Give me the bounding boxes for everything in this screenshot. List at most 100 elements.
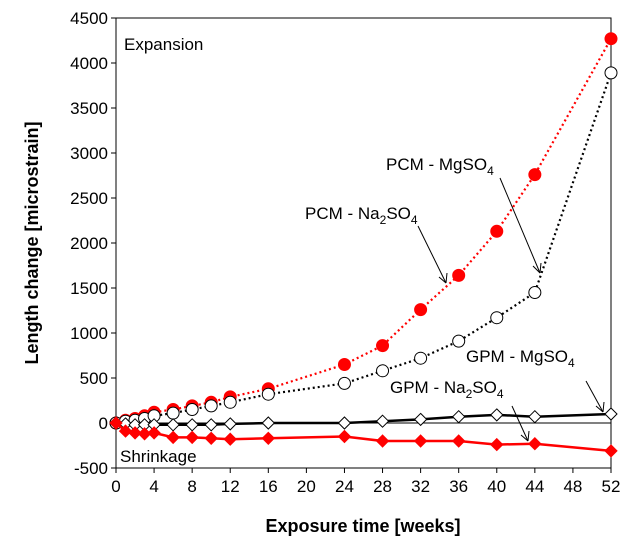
series-label-gpm-na2so4: GPM - Na2SO4	[390, 378, 504, 401]
data-point	[223, 395, 237, 409]
x-axis-ticks: 0 4 8 12 16 20 24 28 32 36 40 44 48 52	[111, 468, 620, 496]
data-point	[166, 406, 180, 420]
data-point	[490, 437, 504, 452]
y-tick-label: 1000	[70, 324, 108, 343]
y-tick-label: 4500	[70, 9, 108, 28]
arrowhead-pcm-mgso4	[532, 262, 542, 274]
data-point	[185, 418, 199, 432]
data-point	[204, 399, 218, 413]
arrow-pcm-na2so4	[417, 225, 447, 284]
data-point	[451, 434, 466, 448]
x-tick-label: 28	[373, 477, 392, 496]
data-point	[261, 416, 276, 430]
series-label-pcm-na2so4-sub1: 2	[380, 213, 387, 227]
data-point	[528, 436, 542, 451]
data-point	[452, 334, 466, 348]
x-tick-label: 8	[187, 477, 196, 496]
y-tick-label: -500	[74, 459, 108, 478]
data-point	[147, 426, 161, 440]
y-tick-label: 1500	[70, 279, 108, 298]
data-point	[223, 432, 237, 446]
series-0	[109, 32, 618, 430]
data-point	[414, 303, 428, 317]
data-point	[452, 268, 466, 282]
x-tick-label: 52	[602, 477, 621, 496]
x-tick-label: 4	[149, 477, 158, 496]
arrowhead-pcm-na2so4	[438, 272, 448, 284]
annotation-expansion: Expansion	[124, 35, 203, 54]
arrowhead-gpm-na2so4	[520, 430, 530, 442]
data-point	[490, 224, 504, 238]
data-point	[337, 429, 352, 444]
data-point	[528, 409, 542, 424]
y-tick-label: 3500	[70, 99, 108, 118]
data-point	[604, 32, 618, 46]
arrowhead-gpm-mgso4	[595, 401, 605, 413]
y-tick-label: 0	[99, 414, 108, 433]
series-label-gpm-na2so4-sub1: 2	[466, 387, 473, 401]
arrow-pcm-mgso4	[499, 177, 541, 274]
data-point	[109, 416, 123, 430]
series-label-gpm-mgso4-sub: 4	[568, 356, 575, 370]
arrow-gpm-na2so4	[511, 405, 529, 442]
series-label-pcm-na2so4-sub2: 4	[411, 213, 418, 227]
annotation-shrinkage: Shrinkage	[120, 447, 197, 466]
x-tick-label: 36	[449, 477, 468, 496]
series-label-gpm-mgso4: GPM - MgSO4	[466, 347, 575, 370]
data-point	[337, 416, 352, 430]
data-point	[490, 408, 504, 422]
data-point	[528, 168, 542, 182]
x-tick-label: 32	[411, 477, 430, 496]
data-point	[118, 424, 133, 438]
series-label-gpm-na2so4-sub2: 4	[497, 387, 504, 401]
series-3	[109, 416, 618, 458]
data-point	[604, 66, 618, 80]
data-point	[166, 430, 180, 445]
data-point	[528, 286, 542, 299]
annotation-arrows	[417, 177, 605, 442]
series-1	[109, 66, 618, 430]
data-point	[376, 364, 390, 378]
series-label-gpm-na2so4-prefix: GPM - Na	[390, 378, 466, 397]
y-tick-label: 4000	[70, 54, 108, 73]
x-tick-label: 0	[111, 477, 120, 496]
data-point	[604, 407, 618, 421]
data-point	[375, 434, 390, 448]
series-line	[115, 72, 613, 425]
data-point	[185, 430, 199, 445]
y-tick-label: 2000	[70, 234, 108, 253]
series-label-pcm-mgso4-prefix: PCM - MgSO	[386, 155, 487, 174]
x-tick-label: 24	[335, 477, 354, 496]
data-point	[413, 434, 428, 448]
data-point	[337, 376, 351, 390]
x-axis-title: Exposure time [weeks]	[265, 516, 460, 536]
data-point	[490, 311, 504, 325]
series-label-pcm-mgso4-sub: 4	[487, 164, 494, 178]
x-tick-label: 40	[487, 477, 506, 496]
x-tick-label: 44	[525, 477, 544, 496]
data-point	[451, 409, 466, 424]
y-tick-label: 3000	[70, 144, 108, 163]
data-point	[204, 418, 218, 432]
data-point	[413, 412, 428, 427]
series-label-pcm-mgso4: PCM - MgSO4	[386, 155, 494, 178]
y-axis-ticks: -500 0 500 1000 1500 2000 2500 3000 3500 4000 4500	[70, 9, 116, 478]
series-layer	[109, 32, 618, 458]
data-point	[261, 431, 276, 446]
series-label-pcm-na2so4-prefix: PCM - Na	[305, 204, 380, 223]
y-tick-label: 500	[80, 369, 108, 388]
x-tick-label: 48	[563, 477, 582, 496]
arrow-gpm-mgso4	[585, 380, 604, 413]
series-label-gpm-mgso4-prefix: GPM - MgSO	[466, 347, 568, 366]
x-tick-label: 16	[259, 477, 278, 496]
series-label-pcm-na2so4: PCM - Na2SO4	[305, 204, 418, 227]
x-tick-label: 12	[221, 477, 240, 496]
data-point	[185, 403, 199, 416]
data-point	[604, 444, 618, 458]
data-point	[414, 351, 428, 365]
data-point	[128, 426, 142, 440]
data-point	[261, 387, 275, 401]
data-point	[204, 431, 218, 446]
data-point	[223, 417, 237, 431]
